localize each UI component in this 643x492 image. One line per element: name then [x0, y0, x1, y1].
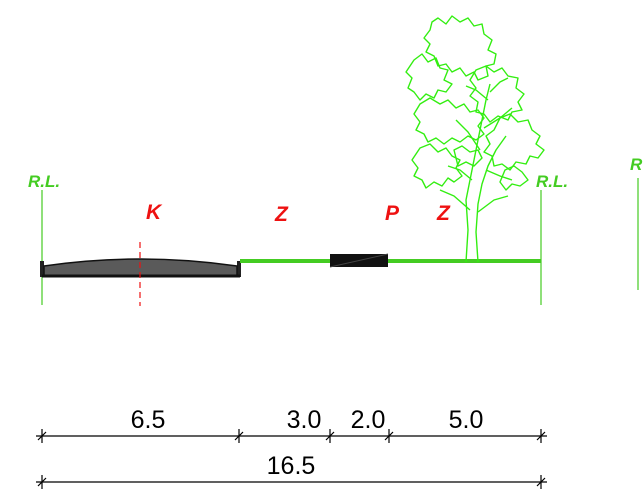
reference-label-left: R.L. — [28, 172, 60, 191]
reference-label-right: R.L. — [536, 172, 568, 191]
pavement-block — [329, 253, 389, 268]
tree-icon — [405, 15, 545, 263]
dimension-segment-2: 3.0 — [287, 406, 322, 434]
zone-label-p: P — [385, 202, 400, 225]
dimension-segment-4: 5.0 — [449, 406, 484, 434]
total-dimension-line — [36, 475, 547, 489]
zone-label-z2: Z — [436, 202, 451, 225]
segment-dimension-line — [36, 429, 547, 443]
reference-label-far-right: R — [630, 155, 643, 174]
zone-label-k: K — [146, 201, 163, 224]
zone-label-z1: Z — [274, 203, 289, 226]
dimension-segment-3: 2.0 — [351, 406, 386, 434]
dimension-segment-1: 6.5 — [131, 406, 166, 434]
dimension-total: 16.5 — [267, 452, 316, 480]
